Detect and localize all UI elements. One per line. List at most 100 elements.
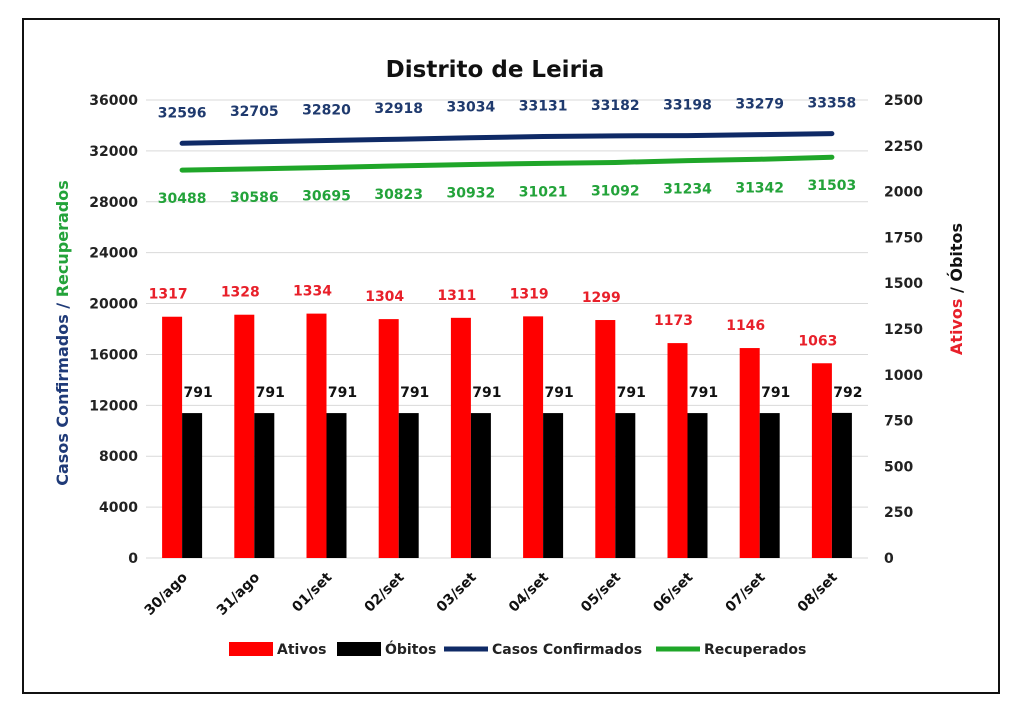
chart-frame: Distrito de Leiria 0 4000 8000 12000 16000 20… [22,18,1000,694]
axis-label-part: Casos Confirmados [53,314,72,485]
x-tick-label: 03/set [434,569,480,615]
bar-ativos [739,348,760,558]
bar-ativos [450,317,471,558]
bar-bitos [615,413,636,558]
x-tick-label: 06/set [650,569,696,615]
x-tick-label: 30/ago [142,569,192,619]
data-label: 791 [761,385,790,401]
y-right-tick-label: 750 [884,414,913,430]
data-label: 791 [472,385,501,401]
axis-label-part: Ativos [947,299,966,355]
y-left-tick-label: 20000 [89,297,138,313]
data-label: 1173 [654,313,693,329]
legend-label: Óbitos [385,640,436,658]
data-label: 1334 [293,284,332,300]
x-tick-label: 05/set [578,569,624,615]
bar-bitos [254,413,275,558]
bar-ativos [595,320,616,558]
legend-swatch [337,642,381,656]
data-label: 30695 [302,188,351,204]
data-labels: 1317 1328 1334 1304 1311 1319 1299 1173 1146 1063… [149,96,863,401]
chart-svg: Distrito de Leiria 0 4000 8000 12000 16000 20… [53,57,966,658]
data-label: 31503 [808,178,857,194]
data-label: 792 [833,385,862,401]
y-left-tick-label: 8000 [99,449,138,465]
bar-bitos [326,413,347,558]
data-label: 30586 [230,190,279,206]
data-label: 33358 [808,96,857,112]
data-label: 33131 [519,99,568,115]
y-axis-right-ticks: 0 250 500 750 1000 1250 1500 1750 2000 2250 2500 [884,93,923,567]
y-axis-left-label: Casos Confirmados / Recuperados [53,180,72,485]
legend-label: Casos Confirmados [492,642,642,658]
data-label: 1311 [437,288,476,304]
data-label: 791 [689,385,718,401]
data-label: 32918 [374,101,423,117]
bar-series [162,313,852,558]
y-axis-left-ticks: 0 4000 8000 12000 16000 20000 24000 28000 32000 3… [89,93,138,567]
data-label: 791 [544,385,573,401]
bar-bitos [831,412,852,558]
data-label: 1319 [510,286,549,302]
y-right-tick-label: 1750 [884,230,923,246]
bar-bitos [543,413,564,558]
y-left-tick-label: 16000 [89,347,138,363]
x-tick-label: 07/set [722,569,768,615]
x-axis-ticks: 30/ago 31/ago 01/set 02/set 03/set 04/set 05/s… [142,569,841,619]
y-left-tick-label: 0 [128,551,138,567]
x-tick-label: 01/set [289,569,335,615]
line-casos-confirmados [179,131,835,146]
data-label: 791 [617,385,646,401]
y-right-tick-label: 0 [884,551,894,567]
data-label: 791 [328,385,357,401]
y-right-tick-label: 2250 [884,139,923,155]
data-label: 1328 [221,285,260,301]
data-label: 1317 [149,287,188,303]
data-label: 1063 [798,333,837,349]
data-label: 33182 [591,98,640,114]
y-axis-right-label: Ativos / Óbitos [947,223,966,355]
bar-bitos [687,413,708,558]
axis-label-part: / [947,282,966,299]
x-tick-label: 31/ago [214,569,264,619]
legend-swatch [229,642,273,656]
data-label: 33198 [663,98,712,114]
bar-ativos [378,319,399,558]
bar-ativos [811,363,832,558]
y-left-tick-label: 24000 [89,246,138,262]
y-left-tick-label: 28000 [89,195,138,211]
y-right-tick-label: 2500 [884,93,923,109]
data-label: 791 [183,385,212,401]
x-tick-label: 04/set [506,569,552,615]
data-label: 31092 [591,183,640,199]
y-right-tick-label: 250 [884,505,913,521]
bar-bitos [398,413,419,558]
bar-bitos [470,413,491,558]
data-label: 32820 [302,102,351,118]
data-label: 791 [256,385,285,401]
legend-label: Ativos [277,642,326,658]
data-label: 33279 [735,97,784,113]
bar-ativos [162,316,183,558]
data-label: 32705 [230,104,279,120]
y-left-tick-label: 4000 [99,500,138,516]
data-label: 30823 [374,187,423,203]
data-label: 31342 [735,180,784,196]
bar-bitos [182,413,203,558]
bar-bitos [759,413,780,558]
data-label: 30932 [447,185,496,201]
y-right-tick-label: 2000 [884,185,923,201]
chart-title: Distrito de Leiria [386,57,605,83]
data-label: 32596 [158,105,207,121]
x-tick-label: 08/set [795,569,841,615]
y-right-tick-label: 1250 [884,322,923,338]
line-series [179,131,835,173]
y-left-tick-label: 32000 [89,144,138,160]
bar-ativos [523,316,544,558]
axis-label-part: Recuperados [53,180,72,297]
legend-label: Recuperados [704,642,806,658]
x-tick-label: 02/set [361,569,407,615]
data-label: 33034 [447,100,496,116]
line-recuperados [179,154,835,173]
y-left-tick-label: 12000 [89,398,138,414]
